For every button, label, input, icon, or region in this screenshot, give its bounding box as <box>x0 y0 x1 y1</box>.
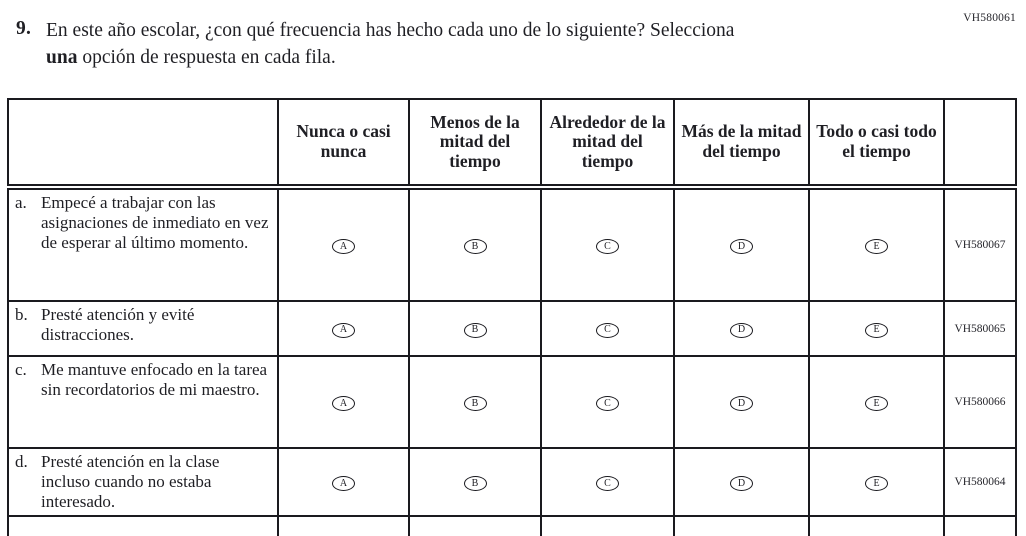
option-cell-a-E: E <box>808 186 945 302</box>
answer-bubble-b-E[interactable]: E <box>865 322 888 338</box>
row-letter: c. <box>15 360 27 379</box>
table-row-cropped <box>7 515 1017 536</box>
row-statement: Presté atención en la clase incluso cuan… <box>41 452 220 512</box>
row-statement: Presté atención y evité distracciones. <box>41 305 195 345</box>
option-cell-d-A: A <box>277 446 410 518</box>
header-blank-cell <box>7 98 279 190</box>
question: 9. En este año escolar, ¿con qué frecuen… <box>16 18 896 72</box>
column-header-never: Nunca o casi nunca <box>277 98 410 190</box>
option-cell-c-B: B <box>408 355 542 449</box>
cropped-cell <box>408 515 542 536</box>
cropped-cell <box>808 515 945 536</box>
answer-bubble-c-A[interactable]: A <box>332 396 355 412</box>
header-row: Nunca o casi nunca Menos de la mitad del… <box>7 98 1017 190</box>
answer-bubble-a-A[interactable]: A <box>332 239 355 255</box>
option-cell-b-A: A <box>277 300 410 357</box>
row-code: VH580066 <box>943 355 1017 449</box>
row-statement: Me mantuve enfocado en la tarea sin reco… <box>41 360 268 400</box>
answer-bubble-a-C[interactable]: C <box>596 239 619 255</box>
cropped-cell <box>540 515 675 536</box>
option-cell-d-B: B <box>408 446 542 518</box>
option-cell-d-D: D <box>673 446 810 518</box>
question-line2: opción de respuesta en cada fila. <box>77 46 336 68</box>
answer-bubble-c-B[interactable]: B <box>463 396 487 412</box>
question-number: 9. <box>16 18 32 39</box>
row-code: VH580067 <box>943 186 1017 302</box>
row-letter: a. <box>15 193 27 212</box>
answer-bubble-d-A[interactable]: A <box>332 476 355 492</box>
question-bold-word: una <box>46 46 78 68</box>
accession-code: VH580061 <box>963 12 1016 24</box>
column-header-about-half: Alrededor de la mitad del tiempo <box>540 98 675 190</box>
column-header-less-than-half: Menos de la mitad del tiempo <box>408 98 542 190</box>
cropped-cell <box>943 515 1017 536</box>
option-cell-d-C: C <box>540 446 675 518</box>
question-line1: En este año escolar, ¿con qué frecuencia… <box>46 20 735 41</box>
row-code: VH580065 <box>943 300 1017 357</box>
answer-bubble-a-E[interactable]: E <box>865 239 888 255</box>
statement-cell-a: a. Empecé a trabajar con las asignacione… <box>7 186 279 302</box>
question-text: En este año escolar, ¿con qué frecuencia… <box>46 18 734 72</box>
cropped-cell <box>673 515 810 536</box>
answer-bubble-c-D[interactable]: D <box>730 396 753 412</box>
option-cell-c-D: D <box>673 355 810 449</box>
header-code-cell <box>943 98 1017 190</box>
option-cell-b-E: E <box>808 300 945 357</box>
option-cell-d-E: E <box>808 446 945 518</box>
response-table-container: Nunca o casi nunca Menos de la mitad del… <box>7 98 1017 536</box>
column-header-all-time: Todo o casi todo el tiempo <box>808 98 945 190</box>
row-letter: b. <box>15 305 28 324</box>
option-cell-b-D: D <box>673 300 810 357</box>
option-cell-a-C: C <box>540 186 675 302</box>
response-table: Nunca o casi nunca Menos de la mitad del… <box>7 98 1017 536</box>
answer-bubble-a-D[interactable]: D <box>730 239 753 255</box>
table-row-c: c. Me mantuve enfocado en la tarea sin r… <box>7 355 1017 449</box>
statement-cell-d: d. Presté atención en la clase incluso c… <box>7 446 279 518</box>
answer-bubble-d-C[interactable]: C <box>596 476 619 492</box>
answer-bubble-b-B[interactable]: B <box>463 322 487 338</box>
cropped-cell <box>277 515 410 536</box>
option-cell-a-A: A <box>277 186 410 302</box>
option-cell-b-B: B <box>408 300 542 357</box>
option-cell-b-C: C <box>540 300 675 357</box>
answer-bubble-b-A[interactable]: A <box>332 322 355 338</box>
statement-cell-b: b. Presté atención y evité distracciones… <box>7 300 279 357</box>
table-row-b: b. Presté atención y evité distracciones… <box>7 300 1017 357</box>
option-cell-c-E: E <box>808 355 945 449</box>
answer-bubble-c-C[interactable]: C <box>596 396 619 412</box>
answer-bubble-d-E[interactable]: E <box>865 476 888 492</box>
cropped-cell <box>7 515 279 536</box>
row-code: VH580064 <box>943 446 1017 518</box>
answer-bubble-d-B[interactable]: B <box>463 476 487 492</box>
column-header-more-than-half: Más de la mitad del tiempo <box>673 98 810 190</box>
answer-bubble-c-E[interactable]: E <box>865 396 888 412</box>
row-statement: Empecé a trabajar con las asignaciones d… <box>41 193 269 253</box>
answer-bubble-b-D[interactable]: D <box>730 322 753 338</box>
answer-bubble-b-C[interactable]: C <box>596 322 619 338</box>
table-row-a: a. Empecé a trabajar con las asignacione… <box>7 186 1017 302</box>
row-letter: d. <box>15 452 28 471</box>
answer-bubble-a-B[interactable]: B <box>463 239 487 255</box>
option-cell-c-A: A <box>277 355 410 449</box>
statement-cell-c: c. Me mantuve enfocado en la tarea sin r… <box>7 355 279 449</box>
option-cell-c-C: C <box>540 355 675 449</box>
option-cell-a-B: B <box>408 186 542 302</box>
table-row-d: d. Presté atención en la clase incluso c… <box>7 446 1017 518</box>
answer-bubble-d-D[interactable]: D <box>730 476 753 492</box>
option-cell-a-D: D <box>673 186 810 302</box>
